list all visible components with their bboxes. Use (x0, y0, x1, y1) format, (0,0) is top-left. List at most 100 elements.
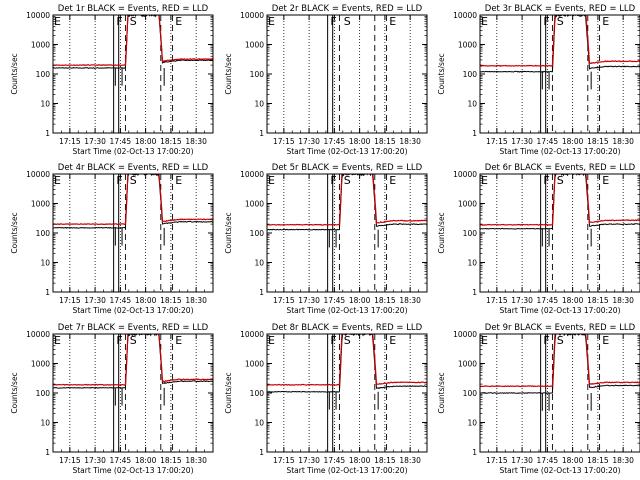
y-axis-label: Counts/sec (10, 372, 19, 413)
x-tick-label: 17:15 (273, 296, 295, 305)
x-tick-label: 18:15 (374, 456, 396, 465)
y-tick-label: 100 (250, 70, 265, 79)
y-tick-label: 10000 (240, 11, 264, 20)
panel-title: Det 9r BLACK = Events, RED = LLD (485, 323, 636, 333)
region-label: S (344, 15, 351, 28)
series-group (53, 15, 213, 86)
x-tick-label: 18:30 (399, 456, 421, 465)
y-tick-label: 100 (36, 389, 51, 398)
region-label: E (54, 15, 61, 28)
x-tick-label: 18:30 (399, 137, 421, 146)
y-tick-label: 1 (45, 448, 50, 457)
y-tick-label: 10 (254, 259, 264, 268)
x-tick-label: 17:15 (486, 137, 508, 146)
series-group (480, 334, 640, 411)
y-tick-label: 10000 (26, 11, 50, 20)
region-label: E (175, 174, 182, 187)
x-tick-label: 17:15 (59, 456, 81, 465)
x-axis-label: Start Time (02-Oct-13 17:00:20) (286, 466, 407, 475)
plot-frame (479, 14, 640, 134)
lld-series-line (53, 15, 213, 67)
y-tick-label: 10000 (453, 330, 477, 339)
region-label: E (175, 334, 182, 347)
x-tick-label: 18:00 (349, 296, 371, 305)
lld-series-line (480, 174, 640, 226)
y-tick-label: 1000 (245, 360, 264, 369)
panel-title: Det 4r BLACK = Events, RED = LLD (58, 163, 209, 173)
plot-frame (266, 333, 428, 453)
y-tick-label: 1000 (31, 41, 50, 50)
y-tick-label: 1000 (31, 200, 50, 209)
x-tick-label: 18:30 (185, 296, 207, 305)
region-label: S (557, 15, 564, 28)
x-tick-label: 18:30 (612, 296, 634, 305)
y-tick-label: 10 (40, 259, 50, 268)
x-tick-label: 17:30 (84, 456, 106, 465)
x-tick-label: 17:45 (110, 296, 132, 305)
x-tick-label: 17:30 (84, 296, 106, 305)
region-label: E (481, 15, 488, 28)
y-axis-label: Counts/sec (437, 53, 446, 94)
region-label: F (543, 15, 549, 28)
region-label: F (543, 334, 549, 347)
x-tick-label: 17:15 (273, 456, 295, 465)
y-axis-label: Counts/sec (224, 212, 233, 253)
region-label: E (268, 174, 275, 187)
events-series-line (53, 334, 213, 389)
x-tick-label: 17:15 (486, 456, 508, 465)
x-tick-label: 18:00 (135, 296, 157, 305)
x-tick-label: 18:00 (562, 137, 584, 146)
region-label: E (602, 174, 609, 187)
region-label: S (130, 15, 137, 28)
time-markers (283, 174, 411, 292)
region-label: E (389, 15, 396, 28)
x-tick-label: 18:30 (612, 456, 634, 465)
y-tick-label: 1 (472, 448, 477, 457)
plot-frame (52, 14, 214, 134)
series-group (480, 15, 640, 90)
x-tick-label: 18:15 (160, 456, 182, 465)
series-group (480, 174, 640, 247)
x-axis-label: Start Time (02-Oct-13 17:00:20) (499, 306, 620, 315)
y-tick-label: 1 (45, 288, 50, 297)
x-tick-label: 17:15 (273, 137, 295, 146)
region-label: F (543, 174, 549, 187)
lld-series-line (53, 174, 213, 226)
time-markers (283, 15, 411, 133)
y-axis-label: Counts/sec (10, 212, 19, 253)
x-axis-label: Start Time (02-Oct-13 17:00:20) (72, 306, 193, 315)
region-label: E (481, 174, 488, 187)
events-series-line (267, 334, 427, 393)
x-tick-label: 17:30 (511, 296, 533, 305)
x-axis-label: Start Time (02-Oct-13 17:00:20) (286, 306, 407, 315)
y-tick-label: 10000 (453, 170, 477, 179)
x-tick-label: 17:30 (511, 456, 533, 465)
x-tick-label: 18:00 (562, 456, 584, 465)
x-axis-label: Start Time (02-Oct-13 17:00:20) (499, 466, 620, 475)
region-label: E (602, 15, 609, 28)
x-tick-label: 17:30 (511, 137, 533, 146)
series-group (267, 334, 427, 410)
y-tick-label: 1 (259, 129, 264, 138)
lld-series-line (267, 334, 427, 386)
y-tick-label: 10 (254, 100, 264, 109)
series-group (53, 174, 213, 246)
x-tick-label: 17:45 (537, 456, 559, 465)
region-label: E (602, 334, 609, 347)
x-axis-label: Start Time (02-Oct-13 17:00:20) (286, 147, 407, 156)
x-tick-label: 17:30 (298, 137, 320, 146)
y-tick-label: 1000 (31, 360, 50, 369)
x-axis-label: Start Time (02-Oct-13 17:00:20) (72, 147, 193, 156)
plot-frame (479, 173, 640, 293)
region-label: F (116, 174, 122, 187)
time-markers (69, 15, 197, 133)
y-tick-label: 10 (40, 100, 50, 109)
region-label: F (330, 174, 336, 187)
x-tick-label: 18:15 (587, 296, 609, 305)
y-axis-label: Counts/sec (224, 53, 233, 94)
y-tick-label: 10 (467, 419, 477, 428)
x-tick-label: 18:00 (135, 137, 157, 146)
x-tick-label: 18:00 (349, 137, 371, 146)
